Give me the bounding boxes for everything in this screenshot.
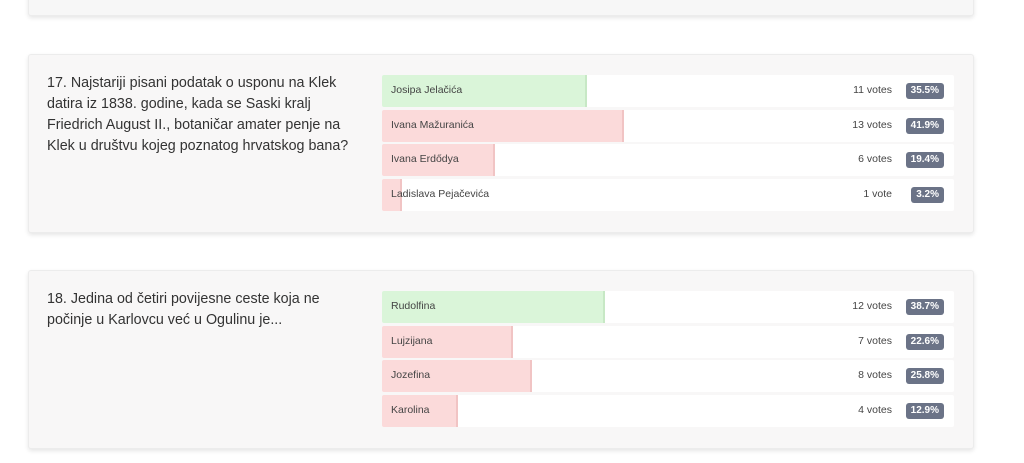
poll-answer[interactable]: Ivana Mažuranića 13 votes 41.9% [382,109,954,142]
vote-share-bar [382,178,403,211]
vote-share-bar [382,75,588,107]
answer-label: Rudolfina [391,300,436,312]
poll-answer[interactable]: Ladislava Pejačevića 1 vote 3.2% [382,178,954,211]
poll-question: 18. Jedina od četiri povijesne ceste koj… [47,291,320,328]
answer-label: Josipa Jelačića [391,84,463,96]
vote-count: 6 votes [858,153,892,165]
vote-count: 8 votes [858,369,892,381]
answer-label: Lujzijana [391,334,433,347]
answer-label: Karolina [391,403,430,416]
vote-share-bar [382,360,532,392]
percent-badge: 3.2% [911,186,944,203]
vote-share-bar [382,291,606,323]
answer-label: Ivana Mažuranića [391,118,474,131]
poll-card-18: 18. Jedina od četiri povijesne ceste koj… [28,270,974,449]
vote-count: 4 votes [858,403,892,416]
poll-card-17: 17. Najstariji pisani podatak o usponu n… [28,54,974,233]
poll-results: Josipa Jelačića 11 votes 35.5% Ivana Maž… [382,75,954,213]
answer-label: Ladislava Pejačevića [391,187,490,200]
vote-share-bar [382,144,495,176]
vote-count: 13 votes [852,118,892,131]
percent-badge: 38.7% [905,299,944,315]
poll-answer[interactable]: Jozefina 8 votes 25.8% [382,360,954,392]
poll-answer[interactable]: Lujzijana 7 votes 22.6% [382,325,954,358]
vote-share-bar [382,109,624,142]
poll-answer[interactable]: Rudolfina 12 votes 38.7% [382,291,954,323]
vote-share-bar [382,394,458,427]
vote-count: 11 votes [853,84,892,96]
percent-badge: 41.9% [905,117,944,134]
previous-poll-card [28,0,974,16]
answer-label: Jozefina [391,369,431,381]
answer-label: Ivana Erdődya [391,153,459,165]
poll-results: Rudolfina 12 votes 38.7% Lujzijana 7 vot… [382,291,954,429]
vote-count: 12 votes [852,300,892,312]
poll-answer[interactable]: Karolina 4 votes 12.9% [382,394,954,427]
percent-badge: 25.8% [905,368,944,384]
percent-badge: 12.9% [905,402,944,419]
vote-count: 1 vote [863,187,892,200]
poll-answer[interactable]: Josipa Jelačića 11 votes 35.5% [382,75,954,107]
vote-count: 7 votes [858,334,892,347]
vote-share-bar [382,325,514,358]
percent-badge: 19.4% [905,152,944,168]
percent-badge: 35.5% [905,83,944,99]
poll-question: 17. Najstariji pisani podatak o usponu n… [47,75,349,154]
percent-badge: 22.6% [905,333,944,350]
poll-answer[interactable]: Ivana Erdődya 6 votes 19.4% [382,144,954,176]
